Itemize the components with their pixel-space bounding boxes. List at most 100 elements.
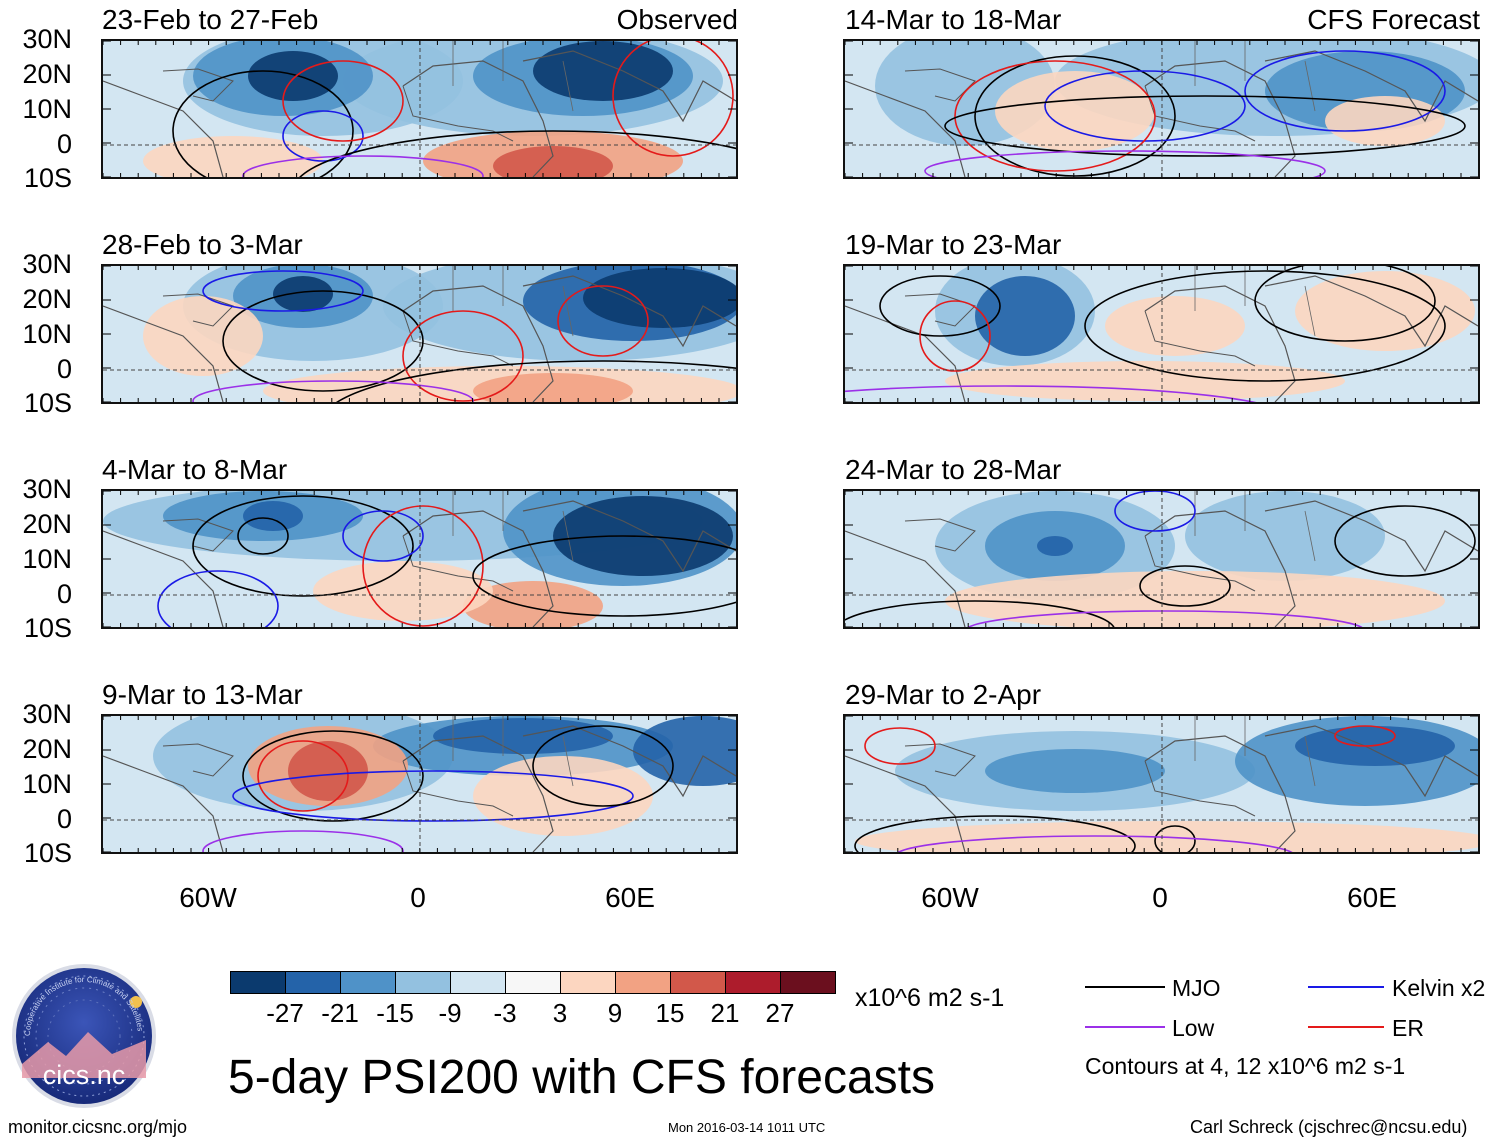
wave-contour [257, 740, 349, 812]
coastline [1144, 535, 1256, 592]
map-panel-observed-1 [101, 39, 738, 179]
psi-anomaly-blob [1105, 296, 1245, 356]
colorbar-tick-label: 21 [710, 998, 740, 1028]
lat-label: 20N [22, 509, 72, 539]
footer-author: Carl Schreck (cjschrec@ncsu.edu) [1190, 1117, 1468, 1137]
colorbar-tick-label: 3 [552, 998, 568, 1028]
coastline [1144, 510, 1296, 627]
lat-label: 0 [56, 354, 72, 384]
panel-title-8: 29-Mar to 2-Apr [845, 679, 1042, 710]
country-border [1194, 266, 1316, 337]
legend-label-kelvin: Kelvin x2 [1392, 975, 1486, 1001]
colorbar-swatch [670, 971, 726, 994]
wave-contour [362, 505, 484, 627]
psi-anomaly-blob [533, 41, 673, 101]
wave-contour [1334, 505, 1476, 577]
psi-anomaly-blob [1295, 271, 1475, 351]
psi-anomaly-blob [493, 146, 613, 177]
map-panel-observed-4 [101, 714, 738, 854]
country-border [1194, 41, 1316, 112]
wave-contour [612, 41, 734, 157]
legend-label-mjo: MJO [1172, 975, 1221, 1001]
psi-field [845, 716, 1478, 852]
coastline [904, 743, 976, 777]
map-panel-forecast-2 [843, 264, 1480, 404]
colorbar-swatch [230, 971, 286, 994]
psi-anomaly-blob [143, 296, 263, 376]
logo-text: cics.nc [43, 1060, 126, 1090]
colorbar-swatch [285, 971, 341, 994]
coastline [402, 285, 554, 402]
psi-anomaly-blob [1325, 96, 1445, 146]
country-border [452, 41, 574, 112]
legend-swatches-right [1308, 986, 1384, 1028]
colorbar-tick-label: -3 [493, 998, 517, 1028]
wave-contour [845, 600, 1115, 627]
colorbar-tick-label: 15 [655, 998, 685, 1028]
coastline [845, 530, 966, 627]
lat-label: 30N [22, 249, 72, 279]
lat-label: 20N [22, 59, 72, 89]
psi-anomaly-blob [463, 581, 603, 627]
colorbar-swatch [615, 971, 671, 994]
colorbar-tick-label: 27 [765, 998, 795, 1028]
lat-label: 30N [22, 24, 72, 54]
wave-contour [192, 495, 414, 597]
psi-anomaly-blob [1037, 536, 1073, 556]
cfs-forecast-label: CFS Forecast [1307, 4, 1480, 35]
coastline [1144, 310, 1256, 367]
colorbar-swatch [725, 971, 781, 994]
lat-label: 20N [22, 284, 72, 314]
wave-contour [335, 360, 736, 402]
lon-label-0-left: 0 [410, 882, 426, 913]
footer-url: monitor.cicsnc.org/mjo [8, 1117, 188, 1137]
country-border [452, 266, 574, 337]
map-panel-forecast-3 [843, 489, 1480, 629]
psi-field [845, 491, 1478, 627]
panel-title-1: 23-Feb to 27-Feb [102, 4, 319, 35]
coastline [402, 510, 554, 627]
wave-contour [954, 60, 1156, 172]
wave-contour [1254, 266, 1436, 342]
wave-contour [897, 835, 1293, 852]
legend-label-er: ER [1392, 1015, 1424, 1041]
wave-contour [237, 517, 289, 555]
map-panel-forecast-1 [843, 39, 1480, 179]
psi-field [845, 266, 1478, 402]
legend-contour-note: Contours at 4, 12 x10^6 m2 s-1 [1085, 1053, 1406, 1079]
wave-contour [242, 730, 424, 822]
country-border [1194, 716, 1316, 787]
lat-label: 10N [22, 769, 72, 799]
coastline [1144, 85, 1256, 142]
coastline [103, 305, 224, 402]
panel-title-2: 28-Feb to 3-Mar [102, 229, 303, 260]
panel-title-5: 14-Mar to 18-Mar [845, 4, 1062, 35]
lon-label-60w-left: 60W [179, 882, 237, 913]
lat-label: 10N [22, 544, 72, 574]
lat-label: 20N [22, 734, 72, 764]
colorbar-swatch [780, 971, 836, 994]
colorbar-swatch [560, 971, 616, 994]
psi-anomaly-blob [288, 741, 368, 801]
psi-anomaly-blob [1185, 491, 1385, 581]
wave-contour [222, 290, 424, 392]
lat-label: 10N [22, 319, 72, 349]
coastline [402, 735, 554, 852]
coastline [522, 500, 736, 573]
lat-label: 0 [56, 579, 72, 609]
colorbar-swatch [450, 971, 506, 994]
panel-title-7: 24-Mar to 28-Mar [845, 454, 1062, 485]
lon-label-0-right: 0 [1152, 882, 1168, 913]
psi-anomaly-blob [143, 136, 323, 177]
wave-contour [1084, 270, 1446, 382]
wave-contour [944, 95, 1466, 157]
observed-label: Observed [616, 4, 738, 35]
lat-label: 0 [56, 804, 72, 834]
lon-label-60w-right: 60W [921, 882, 979, 913]
wave-contour [402, 310, 524, 402]
psi-anomaly-blob [633, 716, 736, 786]
wave-contour [864, 727, 936, 765]
coastline [402, 535, 514, 592]
lat-label: 30N [22, 699, 72, 729]
psi-anomaly-blob [473, 756, 653, 836]
